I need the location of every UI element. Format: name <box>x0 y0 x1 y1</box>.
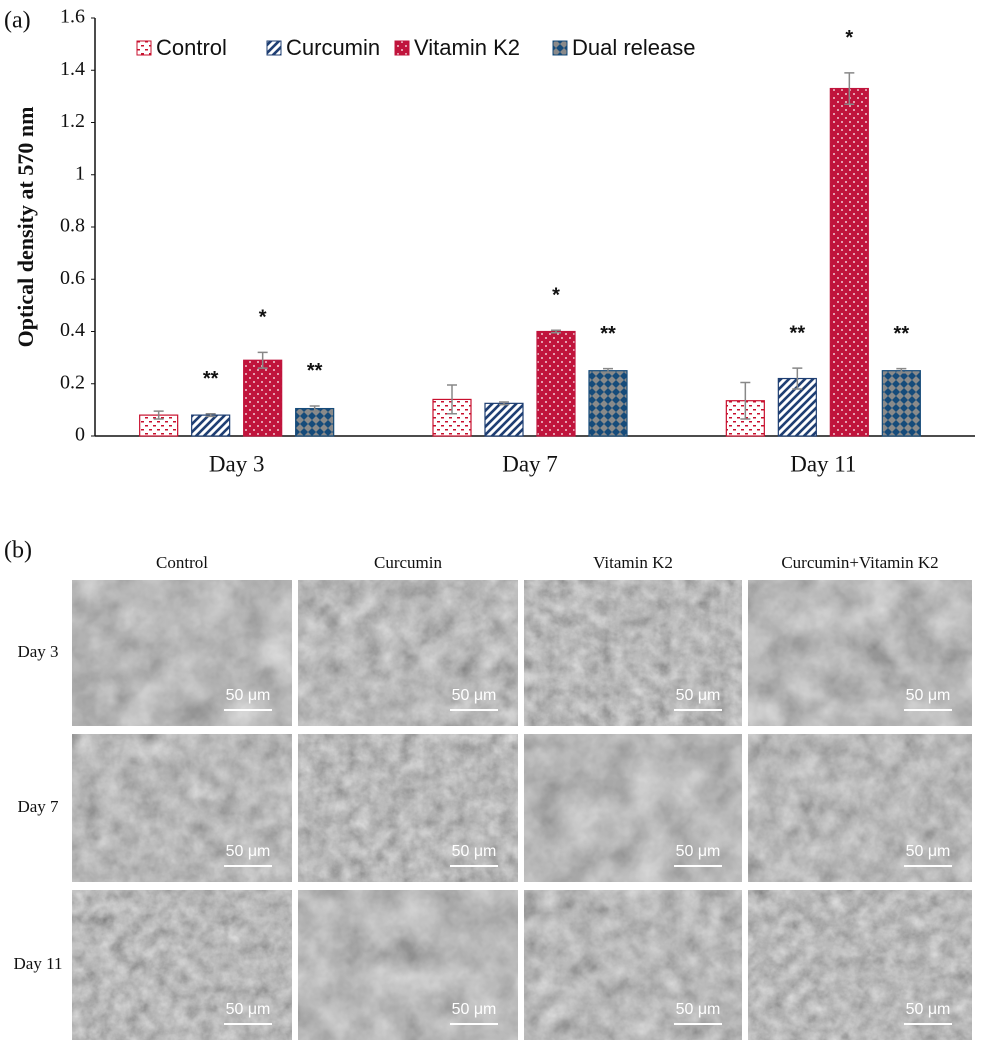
bar <box>588 370 628 437</box>
y-tick-label: 0.2 <box>60 371 85 393</box>
significance: * <box>845 27 853 49</box>
x-tick-label: Day 3 <box>209 451 265 476</box>
y-tick-label: 0.4 <box>60 319 85 341</box>
bar <box>243 359 283 437</box>
error-bar <box>896 367 907 374</box>
scale-bar-label: 50 μm <box>676 687 721 704</box>
error-bar <box>447 384 457 415</box>
panel-label: (a) <box>4 8 31 34</box>
error-bar <box>792 367 803 390</box>
row-label: Day 3 <box>17 642 58 661</box>
significance: * <box>259 307 267 329</box>
sem-texture <box>72 890 292 1040</box>
significance: * <box>552 284 560 306</box>
error-bar <box>551 329 561 334</box>
sem-texture <box>72 734 292 882</box>
sem-texture <box>524 734 742 882</box>
legend-swatch <box>266 40 282 56</box>
y-tick-label: 1 <box>75 162 85 184</box>
sem-texture <box>524 580 742 726</box>
error-bar <box>499 401 509 406</box>
scale-bar-label: 50 μm <box>452 687 497 704</box>
row-label: Day 7 <box>17 797 59 816</box>
y-tick-label: 0.8 <box>60 215 85 237</box>
y-tick-label: 0.6 <box>60 267 85 289</box>
sem-texture <box>298 890 518 1040</box>
sem-texture <box>524 890 742 1040</box>
significance: ** <box>203 368 219 390</box>
error-bar <box>740 381 751 420</box>
scale-bar-label: 50 μm <box>906 1001 951 1018</box>
legend-label: Dual release <box>572 35 696 60</box>
scale-bar-label: 50 μm <box>226 843 271 860</box>
y-tick-label: 0 <box>75 424 85 446</box>
legend-swatch <box>552 40 568 56</box>
scale-bar-label: 50 μm <box>906 687 951 704</box>
significance: ** <box>307 360 323 382</box>
scale-bar-label: 50 μm <box>906 843 951 860</box>
scale-bar-label: 50 μm <box>226 1001 271 1018</box>
sem-texture <box>748 580 972 726</box>
error-bar <box>309 405 320 412</box>
sem-texture <box>748 734 972 882</box>
column-label: Control <box>156 553 208 572</box>
y-tick-label: 1.2 <box>60 110 85 132</box>
sem-texture <box>298 580 518 726</box>
significance: ** <box>600 323 616 345</box>
bar <box>295 407 335 437</box>
significance: ** <box>894 323 910 345</box>
error-bar <box>844 72 855 105</box>
x-tick-label: Day 11 <box>790 451 856 476</box>
legend-label: Control <box>156 35 227 60</box>
scale-bar-label: 50 μm <box>676 1001 721 1018</box>
y-tick-label: 1.6 <box>60 6 85 28</box>
bar <box>484 402 524 437</box>
legend-label: Curcumin <box>286 35 380 60</box>
bar <box>536 330 576 437</box>
column-label: Curcumin+Vitamin K2 <box>781 553 938 572</box>
error-bar <box>257 351 268 369</box>
y-axis-label: Optical density at 570 nm <box>13 107 38 348</box>
error-bar <box>205 413 216 418</box>
bar <box>881 370 921 437</box>
column-label: Vitamin K2 <box>593 553 673 572</box>
sem-texture <box>748 890 972 1040</box>
sem-texture <box>298 734 518 882</box>
bar <box>191 414 231 437</box>
row-label: Day 11 <box>14 954 63 973</box>
legend-label: Vitamin K2 <box>414 35 520 60</box>
legend-swatch <box>394 40 410 56</box>
error-bar <box>153 410 164 420</box>
scale-bar-label: 50 μm <box>452 843 497 860</box>
sem-texture <box>72 580 292 726</box>
y-tick-label: 1.4 <box>60 58 85 80</box>
panel-label: (b) <box>4 538 32 564</box>
scale-bar-label: 50 μm <box>226 687 271 704</box>
scale-bar-label: 50 μm <box>676 843 721 860</box>
scale-bar-label: 50 μm <box>452 1001 497 1018</box>
x-tick-label: Day 7 <box>502 451 558 476</box>
column-label: Curcumin <box>374 553 442 572</box>
bar <box>829 87 869 437</box>
legend-swatch <box>136 40 152 56</box>
significance: ** <box>790 322 806 344</box>
error-bar <box>603 367 613 374</box>
